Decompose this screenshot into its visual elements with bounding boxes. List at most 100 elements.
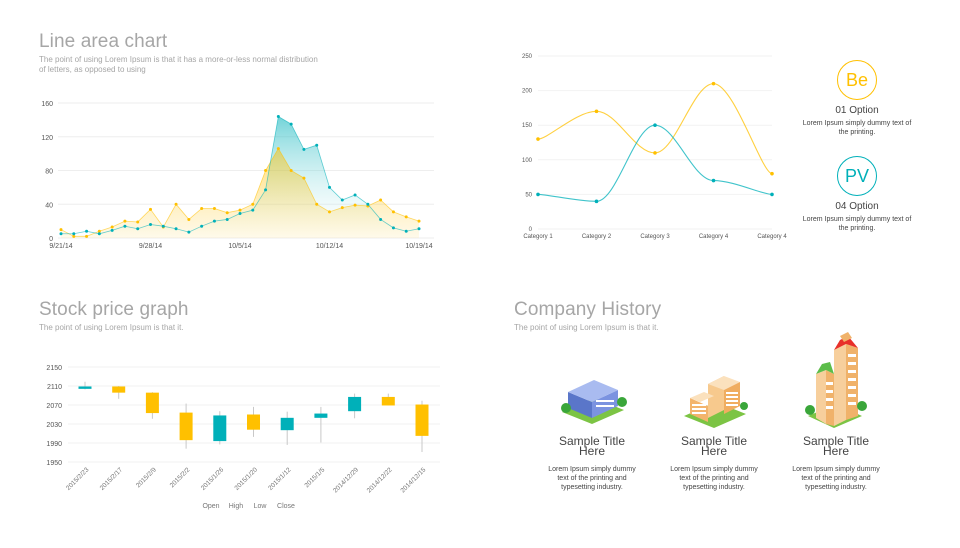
data-point bbox=[238, 212, 242, 216]
stock-title: Stock price graph bbox=[39, 299, 189, 320]
history-item-1: Sample Title Here Lorem Ipsum simply dum… bbox=[537, 332, 647, 492]
data-point bbox=[711, 81, 716, 86]
y-tick-label: 80 bbox=[45, 169, 53, 176]
data-point bbox=[391, 210, 395, 214]
data-point bbox=[59, 232, 63, 236]
history-item-2-title: Sample Title Here bbox=[659, 435, 769, 457]
x-tick-label: Category 4 bbox=[699, 234, 729, 240]
data-point bbox=[340, 198, 344, 202]
line-area-subtitle: The point of using Lorem Ipsum is that i… bbox=[39, 55, 318, 75]
y-tick-label: 40 bbox=[45, 202, 53, 209]
history-item-2-desc-line3: typesetting industry. bbox=[683, 484, 745, 491]
option-4-desc-line1: Lorem Ipsum simply dummy text of bbox=[802, 216, 912, 223]
area-fill-series-1 bbox=[61, 148, 419, 238]
history-subtitle: The point of using Lorem Ipsum is that i… bbox=[514, 323, 659, 332]
option-1-desc: Lorem Ipsum simply dummy text of the pri… bbox=[792, 119, 922, 137]
candle-body bbox=[145, 392, 159, 414]
history-item-1-desc-line1: Lorem Ipsum simply dummy bbox=[548, 466, 636, 473]
x-tick-label: 2015/2/2 bbox=[169, 466, 192, 489]
y-tick-label: 150 bbox=[522, 123, 533, 129]
x-tick-label: 2015/1/12 bbox=[267, 466, 293, 492]
option-4-desc: Lorem Ipsum simply dummy text of the pri… bbox=[792, 215, 922, 233]
x-tick-label: 9/28/14 bbox=[139, 243, 162, 250]
history-item-2-desc-line1: Lorem Ipsum simply dummy bbox=[670, 466, 758, 473]
history-item-3-title: Sample Title Here bbox=[781, 434, 891, 457]
candle-body bbox=[314, 413, 328, 418]
line-area-title: Line area chart bbox=[39, 31, 168, 52]
data-point bbox=[328, 210, 331, 214]
stock-candlestick-chart: 1950 1990 2030 2070 2110 2150 2015/2/23 2015/2/… bbox=[46, 365, 440, 510]
data-point bbox=[212, 206, 216, 210]
history-item-1-title: Sample Title Here bbox=[537, 434, 647, 457]
history-item-1-title-line1: Sample Title bbox=[558, 434, 626, 448]
data-point bbox=[212, 219, 216, 223]
x-tick-label: Category 1 bbox=[523, 234, 553, 240]
option-1: Be 01 Option Lorem Ipsum simply dummy te… bbox=[792, 60, 922, 137]
candle-body bbox=[247, 414, 260, 430]
data-point bbox=[225, 211, 229, 215]
data-point bbox=[72, 234, 76, 238]
data-point bbox=[72, 232, 76, 236]
y-tick-label: 50 bbox=[525, 192, 532, 198]
history-item-1-desc: Lorem Ipsum simply dummy text of the pri… bbox=[537, 465, 647, 492]
history-item-3-title-line1: Sample Title bbox=[802, 434, 870, 448]
history-item-2: Sample Title Here Lorem Ipsum simply dum… bbox=[659, 332, 769, 492]
y-tick-label: 100 bbox=[522, 158, 533, 164]
data-point bbox=[174, 202, 178, 206]
data-point bbox=[711, 178, 716, 183]
x-tick-label: 2015/1/26 bbox=[200, 466, 226, 492]
data-point bbox=[404, 229, 408, 233]
data-point bbox=[149, 223, 152, 226]
data-point bbox=[340, 206, 344, 210]
data-point bbox=[536, 137, 540, 141]
x-tick-label: 10/5/14 bbox=[228, 243, 251, 250]
y-tick-label: 1950 bbox=[46, 460, 62, 467]
x-tick-label: 2015/2/23 bbox=[65, 466, 91, 492]
y-tick-label: 0 bbox=[529, 227, 533, 233]
data-point bbox=[315, 202, 319, 206]
option-1-label: 01 Option bbox=[835, 105, 879, 116]
data-point bbox=[149, 207, 152, 211]
series-line bbox=[537, 124, 773, 202]
option-4-desc-line2: the printing. bbox=[838, 225, 876, 232]
category-line-chart: 0 50 100 150 200 250 Category 1 Category 2 Categ… bbox=[522, 54, 787, 240]
x-tick-label: 2015/1/5 bbox=[303, 466, 326, 489]
data-point bbox=[123, 224, 127, 228]
data-point bbox=[302, 147, 306, 151]
data-point bbox=[187, 217, 191, 221]
data-point bbox=[276, 147, 280, 151]
data-point bbox=[85, 234, 89, 238]
x-tick-label: 2014/12/29 bbox=[332, 466, 360, 494]
history-item-1-desc-line3: typesetting industry. bbox=[561, 484, 623, 491]
data-point bbox=[770, 171, 774, 176]
line-area-chart: 0 40 80 120 160 9/21/14 9/28/14 10/5/14 10/12/14… bbox=[41, 101, 434, 250]
candle-body bbox=[213, 415, 227, 442]
x-tick-label: 10/19/14 bbox=[405, 243, 432, 250]
candle-body bbox=[78, 386, 92, 389]
tower-building-icon bbox=[805, 332, 867, 428]
data-point bbox=[136, 220, 140, 224]
y-tick-label: 0 bbox=[49, 236, 53, 243]
history-title: Company History bbox=[514, 299, 662, 320]
y-tick-label: 250 bbox=[522, 54, 533, 60]
history-item-3-desc-line2: text of the printing and bbox=[801, 475, 871, 482]
data-point bbox=[174, 227, 178, 231]
data-point bbox=[97, 232, 101, 236]
candle-body bbox=[179, 412, 193, 441]
data-point bbox=[770, 192, 774, 197]
candle-body bbox=[348, 396, 362, 412]
data-point bbox=[594, 199, 599, 204]
data-point bbox=[59, 228, 63, 232]
data-point bbox=[379, 217, 383, 221]
option-4-label: 04 Option bbox=[835, 201, 879, 212]
stock-subtitle: The point of using Lorem Ipsum is that i… bbox=[39, 323, 184, 332]
y-tick-label: 1990 bbox=[46, 441, 62, 448]
data-point bbox=[302, 176, 306, 180]
data-point bbox=[289, 169, 293, 172]
data-point bbox=[315, 143, 319, 147]
data-point bbox=[653, 151, 657, 155]
x-tick-label: 2015/2/17 bbox=[99, 466, 125, 492]
history-item-3-desc: Lorem Ipsum simply dummy text of the pri… bbox=[781, 465, 891, 492]
area-fill-series-2 bbox=[61, 116, 419, 238]
x-tick-label: Category 4 bbox=[757, 234, 787, 240]
